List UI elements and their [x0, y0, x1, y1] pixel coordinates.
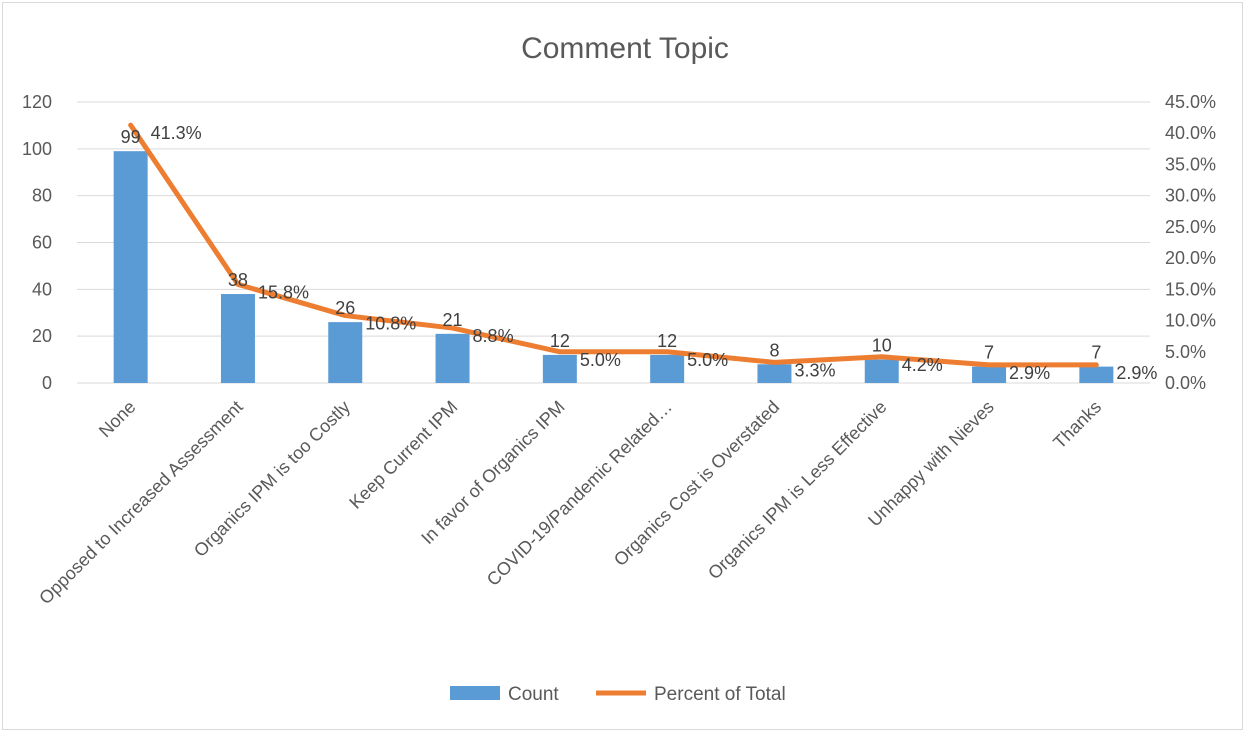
bar-5: [650, 354, 685, 383]
percent-data-label: 2.9%: [1116, 363, 1157, 383]
bar-6: [757, 364, 792, 383]
percent-data-label: 8.8%: [473, 326, 514, 346]
bar-data-label: 21: [443, 310, 463, 330]
percent-data-label: 4.2%: [902, 355, 943, 375]
bar-2: [328, 322, 363, 383]
bar-1: [220, 294, 255, 383]
right-tick-label: 45.0%: [1165, 92, 1216, 112]
right-tick-label: 30.0%: [1165, 186, 1216, 206]
left-tick-label: 80: [32, 186, 52, 206]
left-tick-label: 120: [22, 92, 52, 112]
count-bars: [113, 151, 1114, 383]
bar-data-label: 12: [657, 331, 677, 351]
category-label: None: [95, 397, 140, 442]
right-tick-label: 40.0%: [1165, 123, 1216, 143]
bar-9: [1079, 366, 1114, 383]
right-tick-label: 25.0%: [1165, 217, 1216, 237]
bar-data-label: 38: [228, 270, 248, 290]
category-label: Organics IPM is Less Effective: [704, 397, 891, 584]
category-label: Opposed to Increased Assessment: [35, 397, 247, 609]
left-tick-label: 20: [32, 326, 52, 346]
percent-series-line: [128, 122, 1099, 368]
chart-title: Comment Topic: [521, 32, 729, 65]
percent-line: [128, 122, 1099, 368]
right-tick-label: 15.0%: [1165, 279, 1216, 299]
bar-data-label: 7: [1091, 343, 1101, 363]
percent-data-label: 10.8%: [365, 314, 416, 334]
right-tick-label: 35.0%: [1165, 154, 1216, 174]
right-tick-label: 5.0%: [1165, 342, 1206, 362]
left-tick-label: 60: [32, 233, 52, 253]
category-label: COVID-19/Pandemic Related…: [483, 397, 676, 590]
legend-label-percent: Percent of Total: [654, 684, 786, 705]
bar-data-label: 26: [335, 298, 355, 318]
percent-data-label: 5.0%: [580, 350, 621, 370]
left-tick-label: 40: [32, 279, 52, 299]
bar-data-label: 7: [984, 343, 994, 363]
bar-data-label: 8: [769, 340, 779, 360]
gridlines: [77, 101, 1150, 384]
bar-3: [435, 333, 470, 383]
bar-7: [864, 359, 899, 383]
right-tick-label: 10.0%: [1165, 311, 1216, 331]
right-tick-label: 0.0%: [1165, 373, 1206, 393]
percent-data-label: 3.3%: [794, 360, 835, 380]
bar-data-label: 10: [872, 336, 892, 356]
percent-data-labels: 41.3% 15.8% 10.8% 8.8% 5.0% 5.0% 3.3% 4.2% 2.9% 2…: [151, 123, 1158, 383]
legend-swatch-count: [450, 686, 500, 700]
left-tick-label: 100: [22, 139, 52, 159]
right-axis-ticks: 0.0% 5.0% 10.0% 15.0% 20.0% 25.0% 30.0% 35.0% 40…: [1165, 92, 1216, 393]
percent-data-label: 15.8%: [258, 282, 309, 302]
bar-0: [113, 151, 148, 383]
bar-4: [542, 354, 577, 383]
category-label: Keep Current IPM: [345, 397, 461, 513]
legend-label-count: Count: [508, 684, 559, 705]
percent-data-label: 41.3%: [151, 123, 202, 143]
category-label: Thanks: [1049, 397, 1105, 453]
legend: Count Percent of Total: [450, 684, 786, 705]
bar-8: [972, 366, 1007, 383]
percent-data-label: 5.0%: [687, 350, 728, 370]
bar-data-label: 12: [550, 331, 570, 351]
left-tick-label: 0: [42, 373, 52, 393]
percent-data-label: 2.9%: [1009, 363, 1050, 383]
right-tick-label: 20.0%: [1165, 248, 1216, 268]
bar-data-label: 99: [121, 127, 141, 147]
left-axis-ticks: 0 20 40 60 80 100 120: [22, 92, 52, 393]
count-data-labels: 99 38 26 21 12 12 8 10 7 7: [121, 127, 1102, 362]
